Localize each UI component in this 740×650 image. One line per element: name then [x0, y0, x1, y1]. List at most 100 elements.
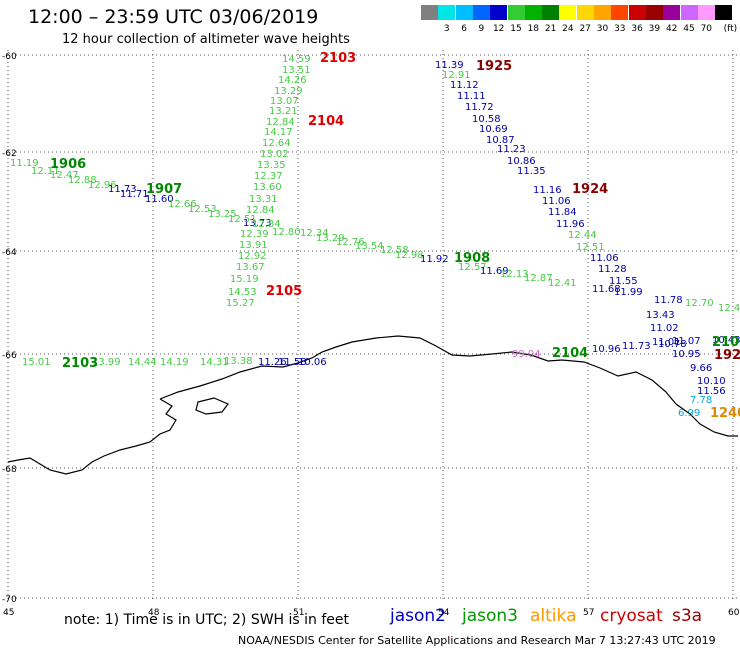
legend-swatch: [559, 5, 577, 20]
legend-label: 9: [478, 24, 485, 34]
pass-id-label: 1925: [476, 59, 512, 74]
legend-label: 18: [527, 24, 540, 34]
wave-height-value: 11.96: [556, 219, 585, 230]
legend-label: 3: [443, 24, 450, 34]
legend-label: 24: [562, 24, 574, 34]
legend-swatch: [421, 5, 438, 20]
lon-tick-label: 45: [3, 608, 14, 618]
wave-height-value: 13.91: [239, 240, 268, 251]
wave-height-value: 12.66: [168, 199, 197, 210]
legend-swatch: [490, 5, 508, 20]
wave-height-value: 15.27: [226, 298, 255, 309]
legend-swatch: [628, 5, 646, 20]
wave-height-value: 11.16: [533, 185, 562, 196]
wave-height-value: 10.58: [472, 114, 501, 125]
map-subtitle: 12 hour collection of altimeter wave hei…: [62, 32, 350, 47]
mission-jason3: jason3: [462, 606, 518, 626]
lat-tick-label: -66: [2, 351, 17, 361]
wave-height-value: 12.51: [228, 214, 257, 225]
legend-label: 15: [510, 24, 522, 34]
wave-height-value: 14.53: [228, 287, 257, 298]
legend-label: 70: [700, 24, 713, 34]
legend-swatch: [455, 5, 473, 20]
legend-label: 27: [579, 24, 591, 34]
wave-height-value: 13.25: [208, 209, 237, 220]
wave-height-value: 13.21: [269, 106, 298, 117]
wave-height-value: 11.60: [145, 194, 174, 205]
lon-tick-label: 48: [148, 608, 160, 618]
legend-swatch: [611, 5, 629, 20]
wave-height-value: 13.43: [646, 310, 675, 321]
pass-id-label: 1240: [710, 406, 740, 421]
wave-height-value: 12.96: [88, 180, 117, 191]
legend-label: 42: [665, 24, 678, 34]
wave-height-value: 11.26: [258, 357, 287, 368]
wave-height-value: 12.53: [188, 204, 217, 215]
wave-height-value: 11.84: [548, 207, 577, 218]
legend-label: 30: [596, 24, 609, 34]
lat-tick-label: -68: [2, 465, 17, 475]
mission-cryosat: cryosat: [600, 606, 663, 626]
wave-height-value: 12.58: [380, 245, 409, 256]
legend-swatch: [472, 5, 490, 20]
wave-height-value: 11.78: [654, 295, 683, 306]
pass-id-label: 1906: [50, 157, 86, 172]
legend-unit: (ft): [723, 24, 738, 34]
wave-height-value: 13.07: [270, 96, 299, 107]
wave-height-value: 11.35: [517, 166, 546, 177]
lon-tick-label: 57: [583, 608, 594, 618]
lon-tick-label: 60: [728, 608, 740, 618]
wave-height-value: 12.11: [31, 166, 60, 177]
pass-id-label: 1908: [454, 251, 490, 266]
wave-height-value: 12.47: [50, 170, 79, 181]
pass-id-label: 2103: [62, 356, 98, 371]
legend-label: 6: [461, 24, 467, 34]
lat-tick-label: -60: [2, 52, 17, 62]
wave-height-value: 12.88: [68, 175, 97, 186]
wave-height-value: 12.84: [252, 219, 281, 230]
wave-height-value: 12.64: [262, 138, 291, 149]
wave-height-value: 13.29: [316, 233, 345, 244]
wave-height-value: 11.02: [650, 323, 679, 334]
pass-id-label: 2105: [712, 335, 740, 350]
wave-height-value: 12.92: [238, 251, 267, 262]
wave-height-value: 14.26: [278, 75, 307, 86]
wave-height-value: 11.99: [614, 287, 643, 298]
footer-note: note: 1) Time is in UTC; 2) SWH is in fe…: [64, 612, 350, 628]
wave-height-value: 13.73: [243, 218, 272, 229]
wave-height-value: 11.19: [10, 158, 39, 169]
wave-height-value: 7.78: [690, 395, 712, 406]
lon-tick-label: 51: [293, 608, 304, 618]
mission-jason2: jason2: [390, 606, 446, 626]
wave-height-value: 11.11: [457, 91, 486, 102]
wave-height-value: 12.91: [442, 70, 471, 81]
lat-lon-grid: [7, 50, 738, 602]
wave-height-value: 13.51: [282, 65, 311, 76]
legend-swatch: [645, 5, 663, 20]
wave-height-value: 12.98: [395, 250, 424, 261]
legend-swatch: [438, 5, 456, 20]
legend-swatch: [576, 5, 594, 20]
wave-height-value: 12.51: [576, 242, 605, 253]
wave-height-value: 11.73: [108, 184, 137, 195]
wave-height-value: 12.44: [718, 303, 740, 314]
wave-height-value: 11.55: [609, 276, 638, 287]
wave-height-value: 11.58: [278, 357, 307, 368]
legend-label: 39: [648, 24, 661, 34]
wave-height-value: 11.06: [542, 196, 571, 207]
wave-height-value: 10.69: [479, 124, 508, 135]
legend-swatch: [697, 5, 715, 20]
wave-height-value: 11.39: [435, 60, 464, 71]
wave-height-value: 13.31: [249, 194, 278, 205]
coastline-mainland: [159, 335, 738, 437]
wave-height-value: 10.43: [712, 335, 740, 346]
map-title: 12:00 – 23:59 UTC 03/06/2019: [28, 6, 319, 28]
wave-height-value: 14.19: [160, 357, 189, 368]
lon-tick-label: 54: [438, 608, 450, 618]
mission-s3a: s3a: [672, 606, 703, 626]
lat-tick-label: -62: [2, 149, 17, 159]
wave-height-value: 10.06: [298, 357, 327, 368]
wave-height-value: 10.10: [697, 376, 726, 387]
